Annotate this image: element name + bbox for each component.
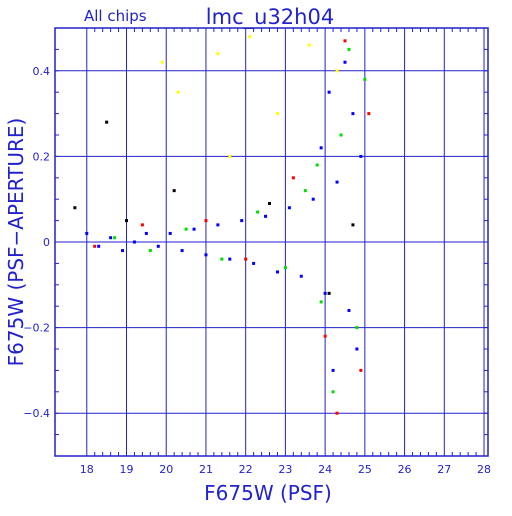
data-point (355, 326, 359, 330)
data-point (303, 189, 307, 193)
data-point (343, 39, 347, 43)
data-point (220, 257, 224, 261)
y-tick-label: 0 (43, 236, 50, 249)
data-point (327, 291, 331, 295)
data-point (335, 180, 339, 184)
data-point (287, 206, 291, 210)
grid (55, 28, 488, 456)
data-point (240, 219, 244, 223)
data-point (347, 47, 351, 51)
x-tick-label: 28 (477, 463, 491, 476)
data-point (319, 300, 323, 304)
x-tick-label: 26 (398, 463, 412, 476)
data-point (113, 236, 117, 240)
data-point (299, 274, 303, 278)
data-point (125, 219, 129, 223)
data-point (335, 69, 339, 73)
x-tick-label: 23 (278, 463, 292, 476)
y-tick-label: −0.2 (23, 322, 50, 335)
y-tick-label: −0.4 (23, 407, 50, 420)
x-axis-label: F675W (PSF) (204, 481, 332, 505)
data-point (93, 244, 97, 248)
y-tick-label: 0.2 (33, 150, 51, 163)
data-point (168, 231, 172, 235)
data-point (256, 210, 260, 214)
axes: 18 19 20 21 22 23 24 25 26 27 28 −0.4 −0.2 0 0.2 0.4 (23, 27, 491, 476)
data-point (264, 214, 268, 218)
x-tick-label: 22 (239, 463, 253, 476)
data-point (283, 266, 287, 270)
y-tick-label: 0.4 (33, 65, 51, 78)
x-tick-label: 20 (159, 463, 173, 476)
data-point (327, 90, 331, 94)
data-point (359, 154, 363, 158)
data-point (184, 227, 188, 231)
data-point (291, 176, 295, 180)
chart-title: lmc_u32h04 (206, 5, 334, 30)
data-point (331, 390, 335, 394)
data-point (315, 163, 319, 167)
data-point (359, 368, 363, 372)
data-points (73, 35, 371, 415)
data-point (121, 249, 125, 253)
data-point (156, 244, 160, 248)
data-point (268, 201, 272, 205)
data-point (343, 60, 347, 64)
data-point (275, 112, 279, 116)
data-point (319, 146, 323, 150)
data-point (204, 219, 208, 223)
data-point (275, 270, 279, 274)
data-point (73, 206, 77, 210)
plot-frame (54, 27, 489, 457)
data-point (339, 133, 343, 137)
data-point (351, 223, 355, 227)
data-point (144, 231, 148, 235)
data-point (228, 154, 232, 158)
data-point (252, 261, 256, 265)
data-point (367, 112, 371, 116)
data-point (347, 308, 351, 312)
y-axis-label: F675W (PSF−APERTURE) (4, 118, 28, 367)
data-point (192, 227, 196, 231)
data-point (132, 240, 136, 244)
data-point (160, 60, 164, 64)
data-point (311, 197, 315, 201)
data-point (323, 291, 327, 295)
data-point (355, 347, 359, 351)
data-point (216, 223, 220, 227)
data-point (85, 231, 89, 235)
x-tick-label: 21 (199, 463, 213, 476)
data-point (140, 223, 144, 227)
data-point (335, 411, 339, 415)
data-point (105, 120, 109, 124)
data-point (180, 249, 184, 253)
x-tick-label: 25 (358, 463, 372, 476)
chart-subtitle: All chips (84, 7, 147, 25)
x-tick-label: 24 (318, 463, 332, 476)
data-point (248, 35, 252, 39)
data-point (176, 90, 180, 94)
data-point (228, 257, 232, 261)
x-tick-label: 18 (80, 463, 94, 476)
data-point (97, 244, 101, 248)
x-tick-label: 27 (437, 463, 451, 476)
data-point (331, 368, 335, 372)
data-point (323, 334, 327, 338)
data-point (172, 189, 176, 193)
data-point (109, 236, 113, 240)
data-point (148, 249, 152, 253)
data-point (216, 52, 220, 56)
data-point (307, 43, 311, 47)
data-point (351, 112, 355, 116)
data-point (244, 257, 248, 261)
data-point (204, 253, 208, 257)
data-point (363, 77, 367, 81)
x-tick-label: 19 (120, 463, 134, 476)
